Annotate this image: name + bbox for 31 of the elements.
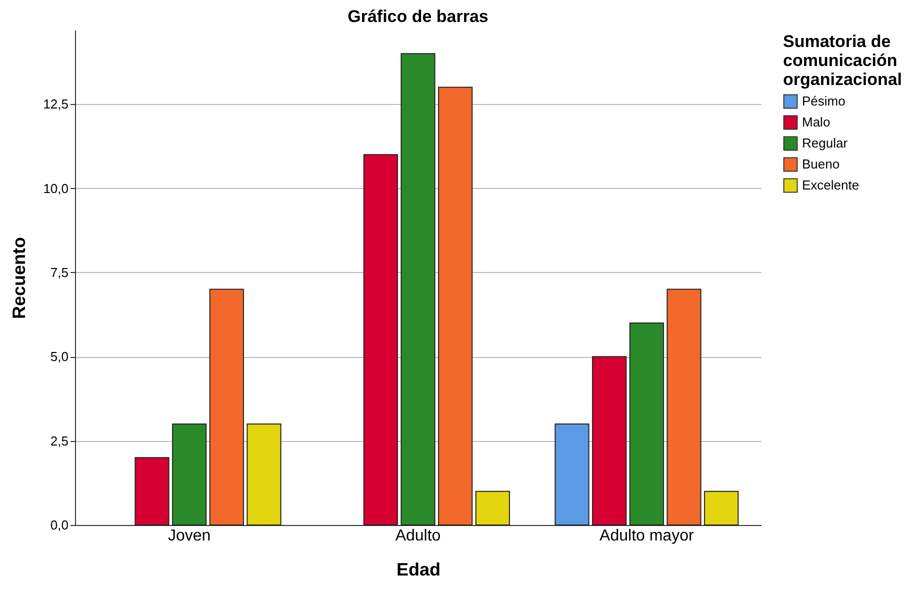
bar (134, 457, 170, 526)
y-tick-label: 5,0 (50, 349, 68, 364)
bar (363, 154, 398, 526)
x-tick-label: Joven (168, 528, 211, 544)
y-tick-label: 12,5 (43, 96, 68, 112)
legend-label: Bueno (802, 156, 840, 172)
bar (704, 490, 739, 526)
y-axis-title: Recuento (9, 236, 30, 320)
bar (209, 288, 244, 526)
bar (554, 423, 590, 526)
bar (172, 423, 207, 526)
y-tick-label: 7,5 (50, 264, 68, 280)
legend-label: Malo (802, 114, 830, 130)
bar (666, 288, 702, 526)
y-tick-label: 0,0 (50, 518, 68, 532)
legend-title: Sumatoria de comunicación organizacional (783, 32, 902, 89)
y-tick-label: 2,5 (50, 433, 68, 448)
x-tick-label: Adulto (395, 528, 441, 544)
bar (475, 490, 510, 526)
bar (400, 53, 436, 526)
bar (629, 322, 664, 526)
legend-label: Excelente (802, 178, 860, 192)
legend-label: Regular (802, 136, 848, 150)
bar (592, 356, 627, 526)
chart-title: Gráfico de barras (348, 7, 488, 26)
bar (438, 86, 473, 526)
x-axis-title: Edad (396, 560, 441, 580)
x-tick-label: Adulto mayor (600, 528, 694, 544)
bar (246, 423, 282, 526)
legend-label: Pésimo (802, 94, 846, 108)
y-tick-label: 10,0 (43, 180, 68, 196)
